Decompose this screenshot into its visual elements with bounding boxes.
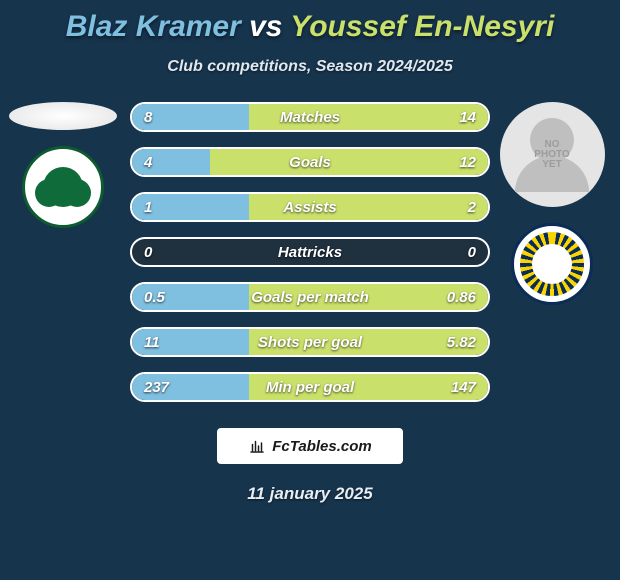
stat-value-b: 147 (451, 374, 476, 400)
stat-value-a: 1 (144, 194, 152, 220)
source-badge: FcTables.com (217, 428, 403, 464)
stat-value-b: 2 (468, 194, 476, 220)
stat-value-b: 0 (468, 239, 476, 265)
stat-value-a: 0.5 (144, 284, 165, 310)
stat-label: Matches (132, 104, 488, 130)
comparison-board: NOPHOTOYET Matches814Goals412Assists12Ha… (0, 102, 620, 402)
stat-row: Goals4 12 (130, 147, 490, 177)
stat-value-b: 0.86 (447, 284, 476, 310)
subtitle: Club competitions, Season 2024/2025 (0, 58, 620, 76)
comparison-title: Blaz Kramer vs Youssef En-Nesyri (0, 0, 620, 44)
player-a-club-badge (22, 146, 104, 228)
player-a-side (8, 102, 118, 228)
source-label: FcTables.com (272, 438, 371, 455)
player-b-name: Youssef En-Nesyri (290, 10, 554, 43)
player-a-avatar (9, 102, 117, 130)
snapshot-date: 11 january 2025 (0, 484, 620, 504)
vs-text: vs (249, 10, 282, 43)
stat-row: Assists1 2 (130, 192, 490, 222)
stat-label: Min per goal (132, 374, 488, 400)
stat-value-b: 12 (459, 149, 476, 175)
stat-label: Hattricks (132, 239, 488, 265)
player-b-side: NOPHOTOYET (492, 102, 612, 305)
stat-value-b: 14 (459, 104, 476, 130)
stat-value-a: 4 (144, 149, 152, 175)
stat-rows: Matches814Goals412Assists12Hattricks00Go… (130, 102, 490, 402)
stat-row: Min per goal237 147 (130, 372, 490, 402)
stat-row: Hattricks0 0 (130, 237, 490, 267)
stat-value-a: 8 (144, 104, 152, 130)
stat-row: Matches8 14 (130, 102, 490, 132)
no-photo-label: NOPHOTOYET (500, 140, 605, 170)
player-b-avatar: NOPHOTOYET (500, 102, 605, 207)
stat-row: Goals per match0.5 0.86 (130, 282, 490, 312)
stat-value-b: 5.82 (447, 329, 476, 355)
chart-icon (248, 437, 266, 455)
stat-label: Goals per match (132, 284, 488, 310)
player-a-name: Blaz Kramer (66, 10, 241, 43)
stat-row: Shots per goal11 5.82 (130, 327, 490, 357)
stat-value-a: 11 (144, 329, 160, 355)
stat-label: Shots per goal (132, 329, 488, 355)
stat-label: Goals (132, 149, 488, 175)
player-b-club-badge (511, 223, 593, 305)
stat-value-a: 0 (144, 239, 152, 265)
stat-value-a: 237 (144, 374, 169, 400)
stat-label: Assists (132, 194, 488, 220)
